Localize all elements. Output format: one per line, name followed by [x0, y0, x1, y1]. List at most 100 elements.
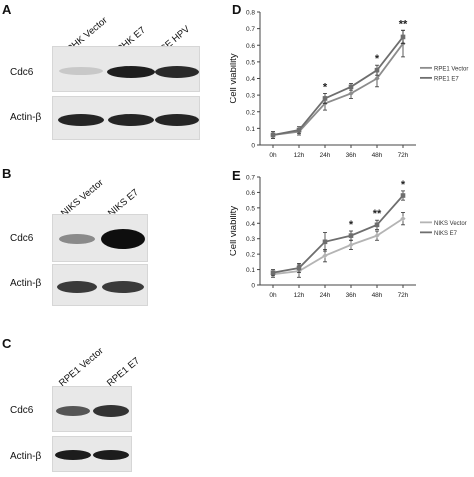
panel-c-bands-cdc6 — [56, 405, 129, 417]
chart-d-series-0-line — [272, 43, 404, 136]
panel-c-row-actin: Actin-β — [10, 451, 42, 462]
chart-d-series-1-point-0 — [270, 132, 276, 138]
panel-a-bands-cdc6 — [59, 66, 199, 78]
chart-d-ylabel: Cell viability — [230, 53, 239, 103]
chart-e-series-1-point-2 — [322, 239, 328, 245]
band-a-actin-lane1 — [58, 114, 104, 126]
panel-b-row-actin: Actin-β — [10, 278, 42, 289]
chart-e-ytick-label-4: 0.4 — [246, 221, 255, 228]
chart-e-xtick-label-1: 12h — [294, 292, 305, 299]
chart-d-xtick-label-5: 72h — [398, 152, 409, 159]
chart-e-annotation-1: ** — [373, 208, 382, 220]
chart-e-series-0-line — [272, 217, 404, 276]
band-c-cdc6-lane2 — [93, 405, 129, 417]
chart-d-xtick-label-3: 36h — [346, 152, 357, 159]
chart-e-ytick-label-3: 0.3 — [246, 236, 255, 243]
chart-d-ytick-label-0: 0 — [251, 143, 255, 150]
chart-d-ytick-label-8: 0.8 — [246, 10, 255, 17]
chart-e-legend-label-0: NIKS Vector — [434, 221, 467, 227]
panel-b-row-cdc6: Cdc6 — [10, 233, 34, 244]
chart-d-xtick-label-0: 0h — [269, 152, 277, 159]
chart-e-ytick-label-2: 0.2 — [246, 252, 255, 259]
chart-e-series-1-point-1 — [296, 265, 302, 271]
chart-d-ytick-label-5: 0.5 — [246, 59, 255, 66]
chart-e-annotation-0: * — [349, 219, 354, 231]
panel-b-blot-actin — [52, 264, 148, 306]
panel-c-blot-actin — [52, 436, 132, 472]
panel-c-lane-rpe1-vector: RPE1 Vector — [56, 345, 106, 389]
panel-b-bands-actin — [57, 281, 144, 293]
panel-b-bands-cdc6 — [59, 229, 145, 249]
chart-d-xtick-label-1: 12h — [294, 152, 305, 159]
chart-e-series-1-point-0 — [270, 270, 276, 275]
band-c-actin-lane1 — [55, 450, 91, 460]
band-a-cdc6-lane1 — [59, 67, 103, 75]
chart-e-xtick-label-5: 72h — [398, 292, 409, 299]
chart-e-xtick-label-0: 0h — [269, 292, 277, 299]
chart-e-xtick-label-2: 24h — [320, 292, 331, 299]
chart-d-series-1-point-1 — [296, 127, 302, 133]
panel-a-letter: A — [2, 2, 12, 17]
chart-d-ytick-label-4: 0.4 — [246, 76, 255, 83]
chart-d-series-1-point-4 — [374, 67, 380, 73]
chart-e-series-0-point-3 — [348, 242, 354, 248]
panel-c-lane-rpe1-e7: RPE1 E7 — [104, 355, 142, 389]
chart-d-series-0-point-3 — [348, 90, 354, 97]
band-b-cdc6-lane1 — [59, 234, 95, 244]
chart-d-legend-label-1: RPE1 E7 — [434, 76, 459, 82]
chart-d-ytick-label-1: 0.1 — [246, 126, 255, 133]
chart-e-series-1-point-4 — [374, 222, 380, 228]
panel-a-bands-actin — [58, 114, 199, 126]
band-b-cdc6-lane2 — [101, 229, 145, 249]
band-b-actin-lane1 — [57, 281, 97, 293]
chart-e-series-0-point-2 — [322, 253, 328, 259]
chart-e-series-0-point-4 — [374, 233, 380, 239]
chart-e-series-1-point-3 — [348, 233, 354, 238]
chart-d-ytick-label-7: 0.7 — [246, 26, 255, 33]
chart-d-series-1-point-5 — [400, 34, 406, 40]
band-a-actin-lane2 — [108, 114, 154, 126]
panel-c-blot-cdc6 — [52, 386, 132, 432]
chart-d-legend-label-0: RPE1 Vector — [434, 66, 468, 72]
panel-c-bands-actin — [55, 450, 129, 460]
band-c-cdc6-lane1 — [56, 406, 90, 416]
band-b-actin-lane2 — [102, 281, 144, 293]
panel-b-letter: B — [2, 166, 12, 181]
chart-e-series-1-line — [272, 194, 404, 274]
chart-e-annotation-2: * — [401, 179, 406, 191]
panel-a-row-cdc6: Cdc6 — [10, 67, 34, 78]
panel-a-blot-actin — [52, 96, 200, 140]
panel-c-row-cdc6: Cdc6 — [10, 405, 34, 416]
chart-d-series-0-point-4 — [374, 75, 380, 82]
chart-d-ytick-label-6: 0.6 — [246, 43, 255, 50]
chart-e-ytick-label-1: 0.1 — [246, 267, 255, 274]
band-a-actin-lane3 — [155, 114, 199, 126]
band-c-actin-lane2 — [93, 450, 129, 460]
chart-d-series-1-point-2 — [322, 96, 328, 101]
chart-e-series-0-point-5 — [400, 216, 406, 222]
chart-e-ytick-label-0: 0 — [251, 283, 255, 290]
chart-d-series-1-line — [272, 36, 404, 136]
panel-b-lane-niks-vector: NIKS Vector — [58, 177, 106, 219]
chart-d-ytick-label-3: 0.3 — [246, 93, 255, 100]
panel-a-row-actin: Actin-β — [10, 112, 42, 123]
panel-e-letter: E — [232, 168, 241, 183]
chart-e-xtick-label-4: 48h — [372, 292, 383, 299]
band-a-cdc6-lane2 — [107, 66, 155, 78]
chart-d-annotation-1: * — [375, 53, 380, 65]
band-a-cdc6-lane3 — [155, 66, 199, 78]
panel-a-blot-cdc6 — [52, 46, 200, 92]
chart-e-ytick-label-6: 0.6 — [246, 190, 255, 197]
chart-d: 0 0.1 0.2 0.3 0.4 0.5 0.6 0.7 0.8 0h 12h 24h 36h 48h 7… — [230, 10, 468, 160]
chart-e-ytick-label-5: 0.5 — [246, 205, 255, 212]
chart-d-annotation-0: * — [323, 81, 328, 93]
panel-d-letter: D — [232, 2, 242, 17]
chart-d-series-1-point-3 — [348, 84, 354, 90]
chart-e-ylabel: Cell viability — [230, 206, 239, 256]
chart-d-xtick-label-4: 48h — [372, 152, 383, 159]
chart-e-legend-label-1: NIKS E7 — [434, 231, 458, 237]
panel-b-blot-cdc6 — [52, 214, 148, 262]
chart-d-annotation-2: ** — [399, 18, 408, 30]
panel-c-letter: C — [2, 336, 12, 351]
chart-d-ytick-label-2: 0.2 — [246, 109, 255, 116]
